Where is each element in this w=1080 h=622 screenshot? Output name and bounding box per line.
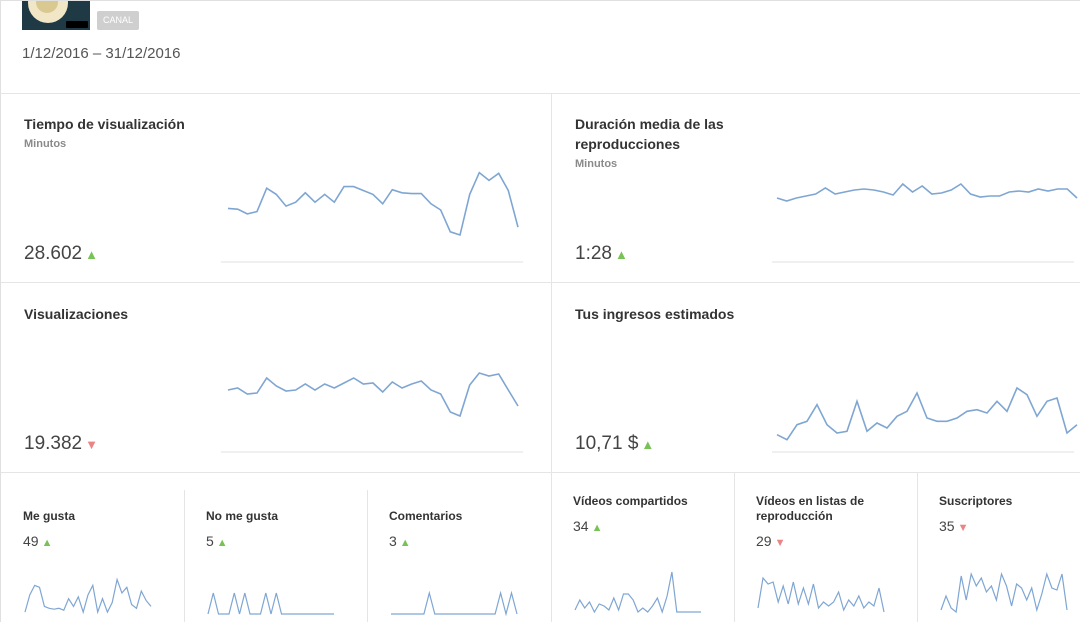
trend-up-icon: ▲ [41,537,53,549]
sparkline [772,182,1078,263]
sparkline [772,386,1078,453]
sparkline-series [776,182,1078,202]
metric-title: No me gusta [206,509,279,523]
sparkline [757,576,885,613]
sparkline-series [24,577,152,615]
trend-up-icon: ▲ [614,247,628,262]
trend-up-icon: ▲ [216,537,228,549]
sparkline-series [757,576,885,613]
card-unit: Minutos [575,158,618,170]
trend-up-icon: ▲ [85,247,98,262]
card-title: Visualizaciones [24,306,129,322]
card-title: Tus ingresos estimados [575,306,735,322]
card-value: 19.382 ▼ [24,433,98,454]
google-play-badge-icon [66,21,88,28]
trend-up-icon: ▲ [399,537,411,549]
metric-value: 49 ▲ [23,533,53,549]
channel-thumbnail[interactable] [22,1,90,30]
card-watch-time[interactable]: Tiempo de visualización Minutos 28.602 ▲ [1,93,551,283]
sparkline-series [227,372,519,418]
metric-title: Vídeos en listas de reproducción [756,494,865,523]
card-title: Tiempo de visualización [24,116,185,132]
card-avg-view-duration[interactable]: Duración media de las reproducciones Min… [552,93,1080,283]
sparkline [207,592,334,615]
card-views[interactable]: Visualizaciones 19.382 ▼ [1,283,551,473]
metric-comments[interactable]: Comentarios 3 ▲ [389,509,539,622]
metric-value: 34 ▲ [573,518,603,534]
sparkline-series [207,592,334,615]
trend-down-icon: ▼ [85,437,98,452]
metric-likes[interactable]: Me gusta 49 ▲ [23,509,173,622]
sparkline [221,171,523,263]
metric-value: 5 ▲ [206,533,228,549]
sparkline [24,577,152,615]
metric-title: Suscriptores [939,494,1013,508]
channel-badge: CANAL [97,11,140,30]
sparkline [391,590,518,617]
trend-down-icon: ▼ [774,537,786,549]
sparkline [221,372,523,453]
card-estimated-revenue[interactable]: Tus ingresos estimados 10,71 $ ▲ [552,283,1080,473]
sparkline-series [776,386,1078,441]
card-value: 28.602 ▲ [24,243,98,264]
metric-shares[interactable]: Vídeos compartidos 34 ▲ [573,494,723,622]
sparkline [940,571,1068,614]
trend-up-icon: ▲ [641,437,655,452]
sparkline-series [940,571,1068,614]
metric-playlist-additions[interactable]: Vídeos en listas de reproducción 29 ▼ [756,494,906,622]
sparkline-series [574,571,701,614]
metric-title: Vídeos compartidos [573,494,688,508]
metric-subscribers[interactable]: Suscriptores 35 ▼ [939,494,1080,622]
left-border [0,0,1,622]
card-value: 10,71 $ ▲ [575,433,655,454]
sparkline [574,571,701,614]
card-unit: Minutos [24,138,67,150]
metric-title: Comentarios [389,509,463,523]
metric-value: 35 ▼ [939,518,969,534]
trend-up-icon: ▲ [591,522,603,534]
metric-title: Me gusta [23,509,76,523]
trend-down-icon: ▼ [957,522,969,534]
metric-dislikes[interactable]: No me gusta 5 ▲ [206,509,356,622]
card-value: 1:28 ▲ [575,243,628,264]
channel-header: CANAL 1/12/2016 – 31/12/2016 [0,0,1080,94]
metric-value: 3 ▲ [389,533,411,549]
sparkline-series [391,590,518,617]
date-range: 1/12/2016 – 31/12/2016 [22,45,181,62]
metric-value: 29 ▼ [756,533,786,549]
card-title: Duración media de las reproducciones [575,116,724,152]
sparkline-series [227,171,519,237]
